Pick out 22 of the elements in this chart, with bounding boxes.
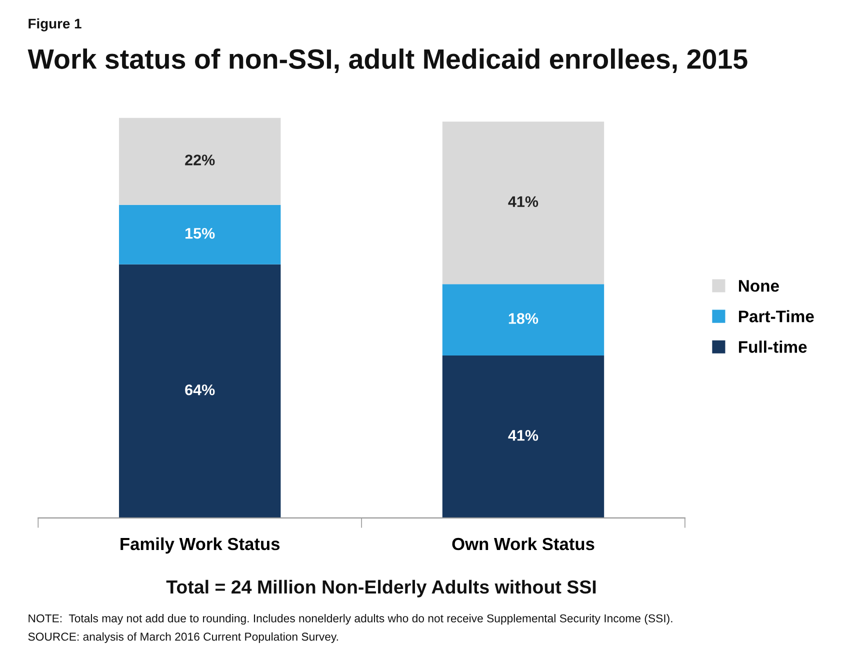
text: NOTE: Totals may not add due to rounding. Includes nonelderly adults who do not receive Supplemental Security Income (SSI).: [28, 614, 672, 625]
caption: Figure 1: [28, 18, 82, 32]
legend-label: Part-Time: [738, 310, 814, 322]
data-label: 41%: [508, 430, 538, 441]
data-label: 22%: [185, 154, 215, 166]
data-label: 64%: [185, 384, 215, 396]
text: Total = 24 Million Non-Elderly Adults without SSI: [166, 580, 596, 598]
bar: [442, 122, 604, 284]
bar: [442, 284, 604, 356]
legend-label: None: [738, 280, 779, 292]
data-label: 18%: [508, 313, 538, 324]
data-label: 15%: [186, 228, 215, 239]
chart-title: Work status of non-SSI, adult Medicaid enrollees, 2015: [28, 48, 748, 73]
bar: [442, 355, 604, 518]
data-label: 41%: [508, 196, 538, 207]
source-note: SOURCE: analysis of March 2016 Current Population Survey.: [28, 632, 338, 643]
bar: [118, 204, 281, 264]
bar: [118, 264, 281, 518]
legend-label: Full-time: [738, 340, 807, 353]
x-tick-label: Own Work Status: [452, 537, 594, 550]
bar: [118, 118, 281, 205]
x-tick-label: Family Work Status: [120, 537, 280, 554]
